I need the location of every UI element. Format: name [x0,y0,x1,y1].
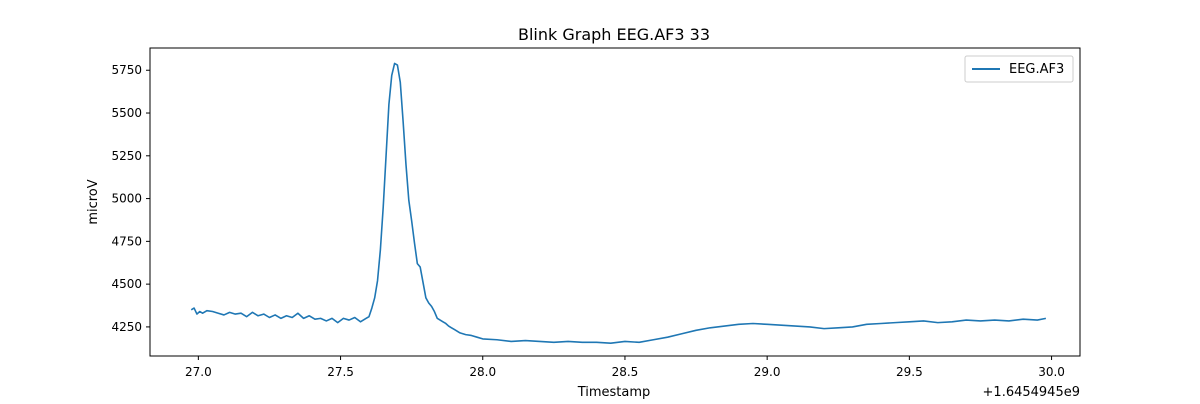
y-tick-label: 4750 [111,234,142,248]
plot-area: 27.0 27.5 28.0 28.5 29.0 29.5 30.0 4250 4500 475… [111,47,1081,379]
x-axis-label: Timestamp [577,385,651,400]
y-axis-ticks: 4250 4500 4750 5000 5250 5500 5750 [111,63,150,334]
y-tick-label: 5000 [111,192,142,206]
x-tick-label: 27.5 [327,365,354,379]
y-tick-label: 4500 [111,277,142,291]
x-tick-label: 28.0 [469,365,496,379]
y-tick-label: 5500 [111,106,142,120]
x-tick-label: 29.5 [896,365,923,379]
y-tick-label: 5250 [111,149,142,163]
series-lines [190,62,1047,344]
x-axis-ticks: 27.0 27.5 28.0 28.5 29.0 29.5 30.0 [185,356,1065,379]
x-tick-label: 29.0 [754,365,781,379]
x-tick-label: 30.0 [1038,365,1065,379]
legend-box [964,55,1074,83]
plot-frame [149,47,1081,357]
chart-title: Blink Graph EEG.AF3 33 [518,25,710,44]
legend-label-eeg-af3: EEG.AF3 [1009,62,1064,77]
x-axis-offset-label: +1.6454945e9 [983,385,1080,400]
y-tick-label: 4250 [111,320,142,334]
y-axis-label: microV [86,179,101,224]
y-tick-label: 5750 [111,63,142,77]
series-line-eeg-af3 [190,62,1047,344]
legend: EEG.AF3 [964,55,1074,83]
x-tick-label: 27.0 [185,365,212,379]
x-tick-label: 28.5 [612,365,639,379]
